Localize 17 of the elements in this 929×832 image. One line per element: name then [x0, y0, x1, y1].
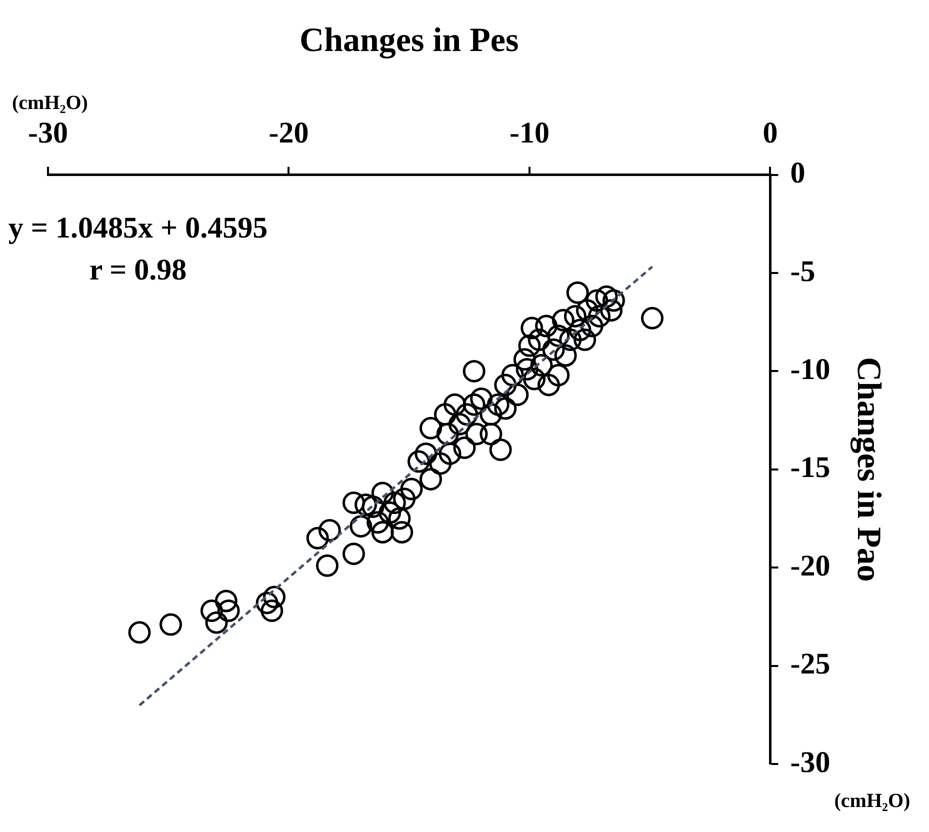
- x-tick-label: -10: [509, 116, 550, 150]
- y-tick-label: -15: [790, 451, 830, 484]
- annotation: y = 1.0485x + 0.4595: [8, 212, 268, 245]
- text: (cmH₂O): [834, 790, 910, 812]
- y-tick-label: -10: [790, 352, 830, 386]
- y-tick-label: -20: [790, 549, 830, 582]
- x-axis-title: Changes in Pes: [300, 22, 519, 60]
- x-tick-label: -20: [268, 116, 309, 150]
- y-tick-label: 0: [790, 156, 806, 190]
- x-tick-label: 0: [762, 116, 778, 150]
- y-tick-label: -30: [790, 746, 830, 779]
- y-tick-label: -25: [790, 648, 830, 681]
- x-tick-label: -30: [28, 116, 68, 150]
- y-tick-label: -5: [790, 254, 816, 288]
- annotation: r = 0.98: [89, 254, 187, 287]
- text: (cmH₂O): [12, 92, 88, 114]
- y-axis-title: Changes in Pao: [850, 356, 887, 582]
